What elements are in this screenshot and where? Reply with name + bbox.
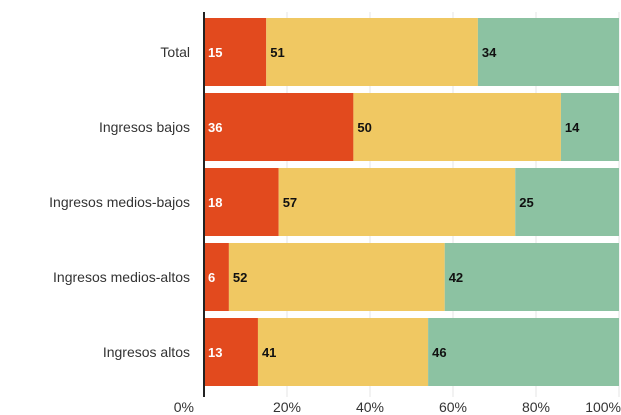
- bar-segment: [204, 243, 229, 311]
- x-tick-label: 0%: [174, 399, 194, 415]
- category-label: Ingresos bajos: [99, 119, 190, 135]
- bar-segment: [444, 243, 619, 311]
- bar-segment: [228, 243, 445, 311]
- data-label: 25: [519, 195, 533, 210]
- x-tick-label: 40%: [356, 399, 384, 415]
- bar-segment: [560, 93, 619, 161]
- category-label: Ingresos medios-bajos: [49, 194, 190, 210]
- bar-segment: [204, 168, 279, 236]
- data-label: 14: [565, 120, 580, 135]
- data-label: 13: [208, 345, 222, 360]
- bar-segment: [477, 18, 619, 86]
- bar-segment: [204, 18, 267, 86]
- bar-segment: [257, 318, 429, 386]
- data-label: 52: [233, 270, 247, 285]
- category-labels: Total Ingresos bajos Ingresos medios-bajos…: [49, 44, 190, 360]
- x-tick-label: 80%: [522, 399, 550, 415]
- bar-segment: [278, 168, 516, 236]
- data-label: 51: [270, 45, 284, 60]
- x-tick-label: 60%: [439, 399, 467, 415]
- x-tick-label: 100%: [585, 399, 621, 415]
- data-label: 46: [432, 345, 446, 360]
- data-label: 57: [283, 195, 297, 210]
- x-axis-ticks: 0% 20% 40% 60% 80% 100%: [174, 399, 621, 415]
- bars: 15 51 34 36 50 14 18 57 25 6 52 42 13 41 46: [204, 18, 619, 386]
- bar-segment: [515, 168, 619, 236]
- data-label: 50: [357, 120, 371, 135]
- data-label: 6: [208, 270, 215, 285]
- bar-segment: [428, 318, 619, 386]
- bar-segment: [353, 93, 561, 161]
- data-label: 36: [208, 120, 222, 135]
- bar-segment: [204, 93, 354, 161]
- category-label: Ingresos medios-altos: [53, 269, 190, 285]
- data-label: 15: [208, 45, 222, 60]
- data-label: 42: [449, 270, 463, 285]
- data-label: 41: [262, 345, 276, 360]
- bar-segment: [266, 18, 478, 86]
- category-label: Ingresos altos: [103, 344, 190, 360]
- data-label: 34: [482, 45, 497, 60]
- data-label: 18: [208, 195, 222, 210]
- x-tick-label: 20%: [273, 399, 301, 415]
- bar-segment: [204, 318, 258, 386]
- category-label: Total: [160, 44, 190, 60]
